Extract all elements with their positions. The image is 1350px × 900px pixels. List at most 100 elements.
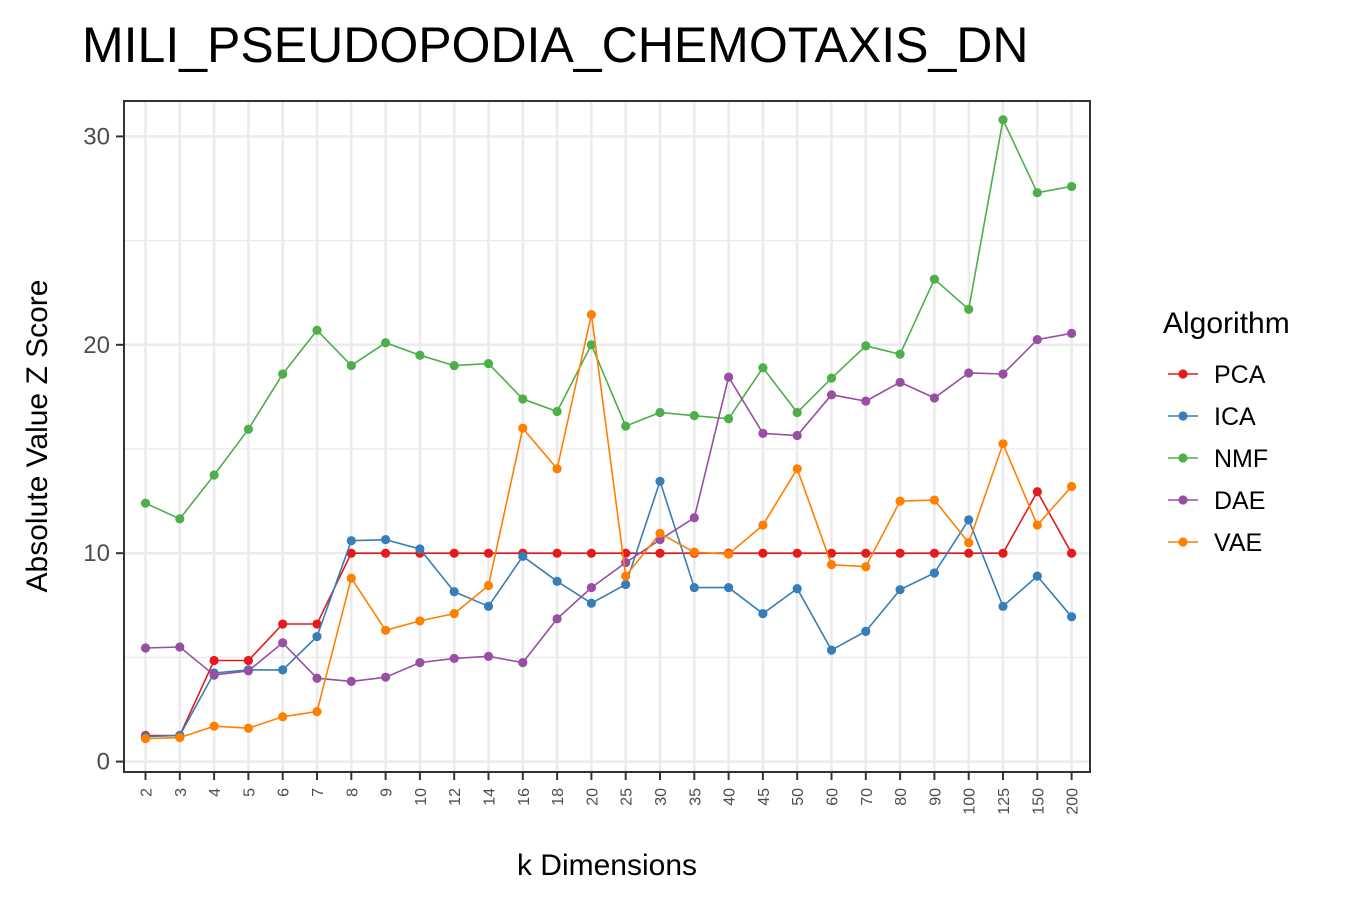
data-point-dae: [861, 396, 871, 406]
legend-label: NMF: [1214, 445, 1268, 473]
data-point-dae: [621, 557, 631, 568]
data-point-pca: [655, 548, 665, 558]
data-point-nmf: [415, 350, 425, 360]
data-point-dae: [758, 428, 768, 438]
data-point-vae: [586, 309, 597, 320]
data-point-dae: [929, 393, 940, 403]
data-point-pca: [1067, 548, 1077, 558]
x-tick-label: 100: [962, 788, 979, 815]
data-point-vae: [1032, 520, 1042, 530]
data-point-dae: [552, 614, 562, 624]
data-point-pca: [346, 548, 356, 558]
data-point-vae: [895, 496, 905, 506]
x-tick-label: 90: [927, 788, 944, 806]
legend-key-point: [1178, 411, 1188, 421]
series-dae: [140, 328, 1077, 686]
data-point-nmf: [964, 304, 974, 314]
data-point-ica: [415, 544, 425, 554]
data-point-dae: [826, 390, 837, 400]
data-point-vae: [140, 734, 151, 744]
data-point-vae: [758, 520, 768, 530]
x-tick-label: 12: [447, 788, 464, 806]
data-point-nmf: [655, 407, 665, 418]
legend-item-ica: ICA: [1168, 403, 1256, 431]
x-tick-label: 80: [893, 788, 910, 806]
legend-items: PCA ICA NMF DAE VAE: [1168, 361, 1268, 557]
data-point-vae: [449, 609, 459, 619]
legend-title: Algorithm: [1163, 307, 1290, 340]
data-point-dae: [140, 643, 151, 653]
legend-key-point: [1178, 537, 1188, 547]
data-point-nmf: [483, 358, 494, 369]
data-point-dae: [998, 369, 1008, 379]
data-point-nmf: [243, 424, 253, 434]
data-point-ica: [861, 626, 871, 636]
data-point-dae: [964, 368, 974, 378]
data-point-pca: [998, 548, 1008, 558]
data-point-pca: [964, 548, 974, 558]
data-point-vae: [312, 706, 322, 717]
x-tick-label: 5: [241, 788, 258, 797]
data-point-dae: [1032, 335, 1042, 345]
x-axis-title: k Dimensions: [517, 849, 697, 882]
data-point-nmf: [826, 373, 837, 383]
data-point-nmf: [381, 338, 391, 348]
data-point-vae: [552, 464, 562, 474]
data-point-dae: [689, 513, 699, 523]
data-point-ica: [1032, 571, 1042, 581]
data-point-nmf: [895, 349, 905, 359]
x-tick-label: 8: [344, 788, 361, 797]
data-point-ica: [826, 645, 837, 655]
data-point-nmf: [1067, 181, 1077, 192]
legend-label: PCA: [1214, 361, 1266, 389]
data-point-dae: [175, 642, 185, 652]
x-tick-label: 70: [859, 788, 876, 806]
legend-key-point: [1178, 453, 1188, 463]
chart-title: MILI_PSEUDOPODIA_CHEMOTAXIS_DN: [82, 17, 1029, 73]
data-point-ica: [929, 568, 940, 578]
data-point-ica: [518, 551, 528, 561]
data-point-ica: [483, 601, 494, 611]
data-point-vae: [518, 423, 528, 433]
data-point-nmf: [278, 369, 288, 379]
data-point-pca: [1032, 487, 1042, 497]
data-point-ica: [998, 601, 1008, 611]
x-axis: 2 3 4 5 6 7 8 9 10 12 14 16 18 20 25 30 35 40 45 50 60 70 80 90…: [139, 772, 1082, 815]
data-point-pca: [758, 548, 768, 558]
data-point-nmf: [209, 470, 219, 480]
data-point-dae: [312, 673, 322, 683]
data-point-ica: [689, 582, 699, 593]
data-point-nmf: [758, 363, 768, 373]
x-tick-label: 9: [379, 788, 396, 797]
x-tick-label: 30: [653, 788, 670, 806]
data-point-vae: [792, 464, 802, 474]
data-point-ica: [655, 476, 665, 486]
x-tick-label: 45: [756, 788, 773, 806]
y-tick-label: 0: [97, 749, 110, 776]
x-tick-label: 10: [413, 788, 430, 806]
data-point-dae: [1067, 328, 1077, 338]
data-point-ica: [758, 609, 768, 619]
data-point-ica: [381, 535, 391, 545]
x-tick-label: 60: [825, 788, 842, 806]
data-point-nmf: [346, 361, 356, 371]
data-point-ica: [621, 579, 631, 590]
data-point-ica: [346, 536, 356, 546]
data-point-dae: [449, 653, 459, 664]
series-nmf: [140, 115, 1077, 524]
data-point-vae: [381, 625, 391, 635]
data-point-nmf: [552, 406, 562, 417]
y-tick-label: 20: [83, 332, 110, 359]
x-tick-label: 14: [482, 788, 499, 806]
x-tick-label: 3: [173, 788, 190, 797]
data-point-nmf: [792, 407, 802, 418]
data-point-nmf: [929, 274, 940, 284]
series-line-pca: [145, 490, 1073, 737]
data-point-ica: [449, 587, 459, 597]
data-point-vae: [655, 528, 665, 538]
plot-panel-border: [123, 100, 1091, 773]
series-line-dae: [145, 332, 1072, 683]
data-point-pca: [895, 548, 905, 558]
data-point-nmf: [175, 514, 185, 524]
